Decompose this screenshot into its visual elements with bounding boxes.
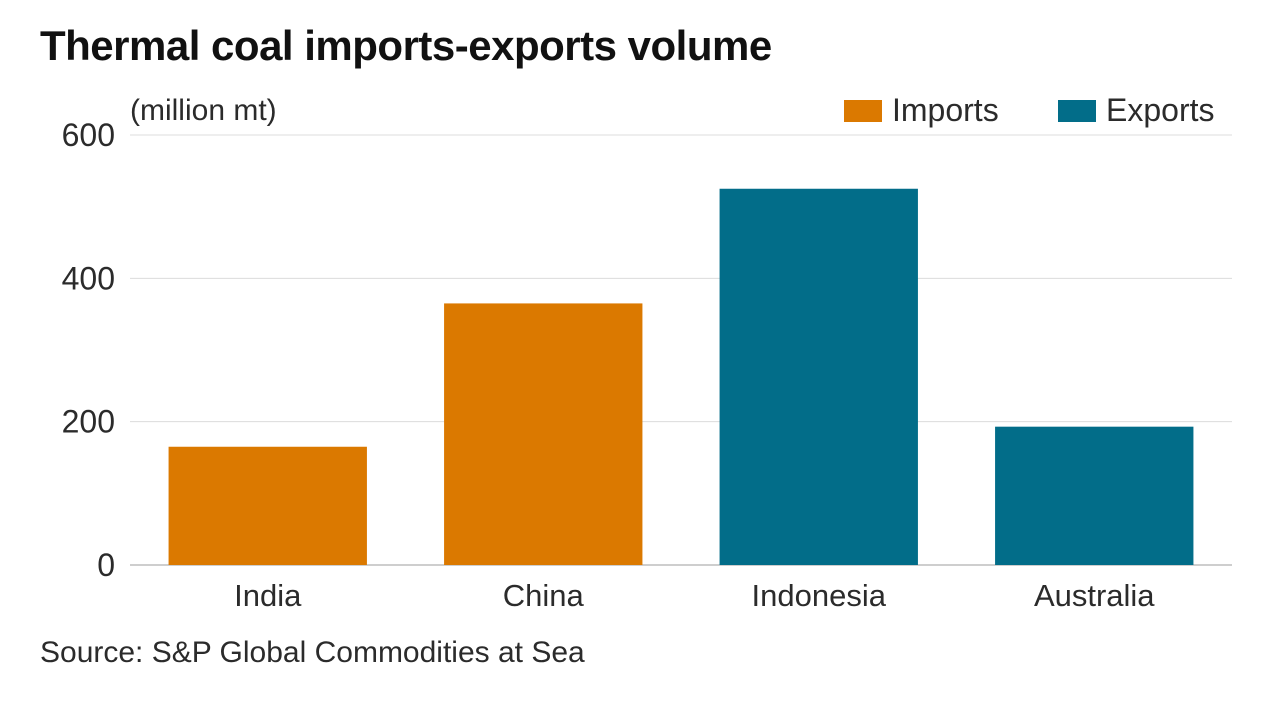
y-tick-label: 0 (97, 547, 115, 583)
legend-swatch-exports (1058, 100, 1096, 122)
legend: Imports Exports (844, 92, 1214, 128)
x-tick-label: China (503, 578, 585, 613)
bar-indonesia (719, 188, 918, 565)
y-tick-label: 400 (62, 260, 115, 296)
y-axis-ticks: 0 200 400 600 (62, 117, 115, 583)
y-tick-label: 600 (62, 117, 115, 153)
y-axis-unit-label: (million mt) (130, 94, 277, 127)
bar-china (444, 303, 643, 565)
bar-australia (995, 426, 1194, 565)
chart-title: Thermal coal imports-exports volume (40, 22, 772, 69)
legend-swatch-imports (844, 100, 882, 122)
source-note: Source: S&P Global Commodities at Sea (40, 636, 585, 669)
legend-label-imports: Imports (892, 92, 999, 128)
x-axis-ticks: India China Indonesia Australia (234, 578, 1155, 613)
x-tick-label: Australia (1034, 578, 1155, 613)
bars (168, 188, 1194, 565)
x-tick-label: India (234, 578, 302, 613)
y-tick-label: 200 (62, 404, 115, 440)
x-tick-label: Indonesia (752, 578, 887, 613)
bar-india (168, 446, 367, 565)
legend-label-exports: Exports (1106, 92, 1214, 128)
